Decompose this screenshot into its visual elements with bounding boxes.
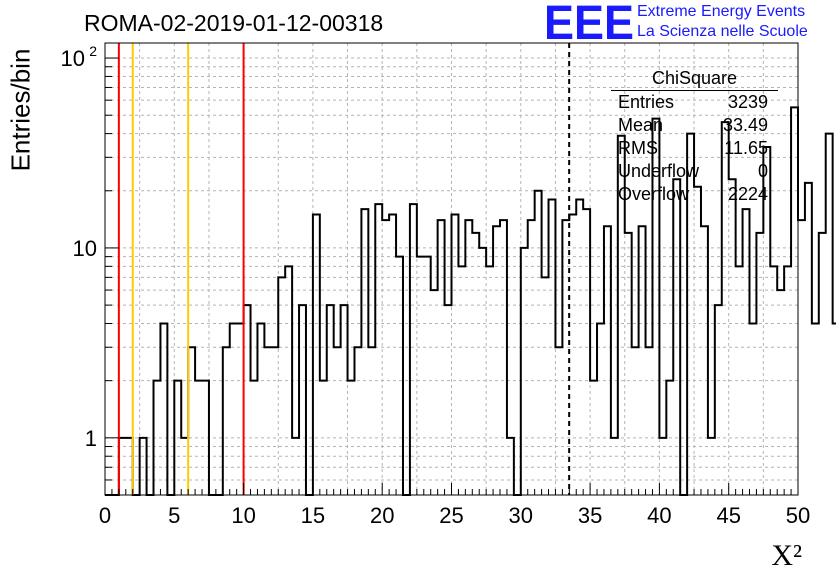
stats-key: Underflow xyxy=(618,161,700,181)
x-tick-label: 5 xyxy=(168,503,180,528)
x-tick-label: 30 xyxy=(509,503,533,528)
y-tick-label: 1 xyxy=(85,426,97,451)
x-tick-label: 10 xyxy=(231,503,255,528)
x-tick-label: 25 xyxy=(439,503,463,528)
stats-row: Overflow 2224 xyxy=(611,183,778,206)
x-tick-label: 40 xyxy=(647,503,671,528)
stats-value: 2224 xyxy=(727,184,768,204)
x-tick-label: 45 xyxy=(716,503,740,528)
logo-text: Extreme Energy Events La Scienza nelle S… xyxy=(637,2,808,42)
stats-key: Overflow xyxy=(618,184,690,204)
stats-row: Underflow 0 xyxy=(611,160,778,183)
y-axis-label: Entries/bin xyxy=(5,48,36,172)
logo-line-2: La Scienza nelle Scuole xyxy=(637,23,808,40)
x-tick-label: 0 xyxy=(99,503,111,528)
stats-key: Entries xyxy=(618,92,675,112)
x-tick-label: 15 xyxy=(301,503,325,528)
eee-logo: EEE xyxy=(544,2,634,42)
x-tick-label: 35 xyxy=(578,503,602,528)
stats-value: 0 xyxy=(757,161,768,181)
stats-box: ChiSquare Entries 3239 Mean 33.49 RMS 11… xyxy=(611,66,778,206)
y-tick-label: 10 xyxy=(73,236,97,261)
stats-title: ChiSquare xyxy=(611,66,778,91)
stats-key: RMS xyxy=(618,138,658,158)
logo-line-1: Extreme Energy Events xyxy=(637,3,806,20)
stats-value: 33.49 xyxy=(722,115,768,135)
svg-text:EEE: EEE xyxy=(544,2,634,42)
stats-row: RMS 11.65 xyxy=(611,137,778,160)
stats-row: Entries 3239 xyxy=(611,91,778,114)
stats-key: Mean xyxy=(618,115,664,135)
stats-value: 11.65 xyxy=(724,138,768,158)
y-tick-label-exponent: 2 xyxy=(89,43,97,59)
x-tick-label: 50 xyxy=(786,503,810,528)
stats-value: 3239 xyxy=(727,92,768,112)
chart-title: ROMA-02-2019-01-12-00318 xyxy=(84,10,384,36)
stats-row: Mean 33.49 xyxy=(611,114,778,137)
x-tick-label: 20 xyxy=(370,503,394,528)
y-tick-label: 10 xyxy=(61,46,85,71)
x-axis-label: X² xyxy=(771,539,802,572)
